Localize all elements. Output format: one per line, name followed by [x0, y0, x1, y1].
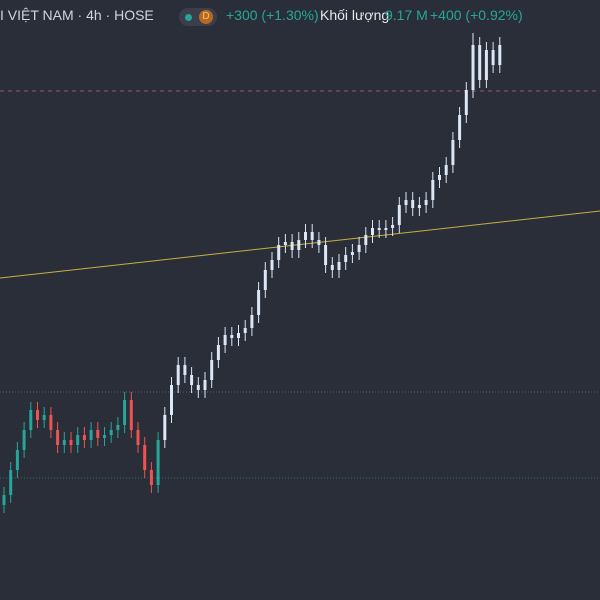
- candle-body: [15, 450, 19, 470]
- candle-body: [330, 265, 334, 270]
- candle-body: [62, 440, 66, 445]
- candle-body: [458, 115, 462, 140]
- candle-body: [464, 90, 468, 115]
- volume-change: +400 (+0.92%): [430, 7, 523, 23]
- candle-body: [56, 430, 60, 445]
- candle-body: [149, 470, 153, 485]
- candle-body: [438, 175, 441, 180]
- candle-body: [250, 315, 254, 328]
- candle-body: [176, 365, 180, 385]
- candle-body: [317, 240, 321, 245]
- candle-body: [82, 435, 86, 440]
- candle-body: [310, 232, 314, 240]
- candle-body: [196, 385, 200, 390]
- status-dot: [185, 14, 192, 21]
- candle-body: [478, 45, 482, 80]
- candle-body: [357, 245, 361, 252]
- candle-body: [230, 335, 234, 338]
- candle-body: [49, 415, 53, 430]
- candle-body: [283, 242, 287, 245]
- candle-body: [384, 228, 388, 230]
- candle-body: [304, 232, 307, 240]
- candle-body: [270, 260, 274, 270]
- candle-body: [210, 360, 214, 380]
- candle-body: [96, 430, 100, 438]
- candle-body: [29, 410, 33, 430]
- candle-body: [498, 45, 502, 65]
- candle-body: [277, 245, 281, 260]
- candle-body: [324, 245, 328, 265]
- candle-body: [42, 415, 46, 420]
- status-pill: D: [179, 8, 217, 26]
- candle-body: [36, 410, 39, 420]
- candle-body: [123, 400, 127, 425]
- badge: D: [199, 10, 213, 24]
- candle-body: [89, 430, 93, 440]
- candle-body: [129, 400, 133, 430]
- candle-body: [116, 425, 120, 430]
- candle-body: [2, 495, 6, 505]
- candle-body: [9, 470, 13, 495]
- volume: 9.17 M: [385, 7, 428, 23]
- candle-body: [103, 435, 106, 438]
- candle-body: [424, 200, 428, 205]
- candle-body: [344, 255, 348, 262]
- candle-body: [263, 270, 267, 290]
- symbol: I VIỆT NAM · 4h · HOSE: [0, 7, 154, 23]
- volume-label: Khối lượng: [320, 7, 390, 23]
- candle-body: [337, 262, 341, 270]
- candle-body: [350, 252, 354, 255]
- candle-body: [484, 50, 488, 80]
- candle-body: [257, 290, 261, 315]
- candle-body: [223, 335, 227, 345]
- candle-body: [297, 240, 301, 250]
- candle-body: [156, 440, 160, 485]
- candle-body: [76, 435, 80, 445]
- candle-body: [136, 430, 140, 445]
- candle-body: [491, 50, 495, 65]
- candle-body: [290, 242, 294, 250]
- candle-body: [216, 345, 220, 360]
- candle-body: [203, 380, 207, 390]
- candle-body: [109, 430, 113, 435]
- candle-body: [391, 225, 395, 228]
- candle-body: [397, 205, 401, 225]
- change: +300 (+1.30%): [226, 7, 319, 23]
- candle-body: [183, 365, 187, 375]
- candle-body: [237, 333, 240, 338]
- candle-body: [411, 200, 415, 208]
- candle-body: [377, 228, 381, 230]
- candle-body: [163, 415, 167, 440]
- candle-body: [371, 228, 374, 235]
- candle-body: [471, 45, 475, 90]
- candle-body: [417, 205, 421, 208]
- candle-body: [444, 165, 448, 175]
- candle-body: [364, 235, 368, 245]
- candle-body: [190, 375, 194, 385]
- candle-body: [404, 200, 408, 205]
- candle-body: [451, 140, 455, 165]
- candle-body: [170, 385, 173, 415]
- candle-body: [143, 445, 147, 470]
- candle-body: [22, 430, 26, 450]
- candle-body: [243, 328, 247, 333]
- candle-body: [69, 440, 73, 445]
- candle-body: [431, 180, 435, 200]
